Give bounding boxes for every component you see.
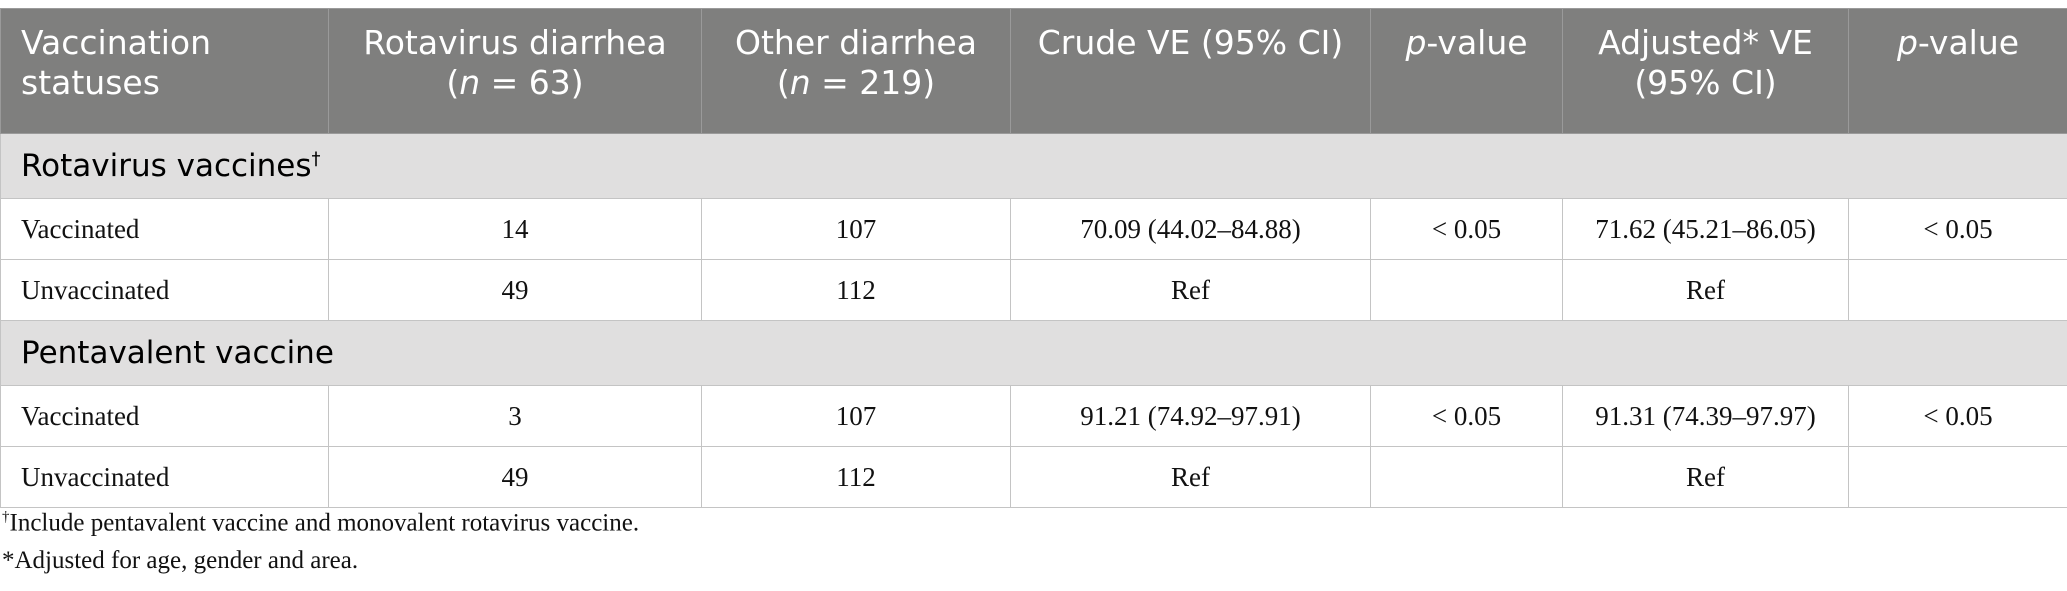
header-cell: Vaccination statuses [0,8,329,134]
footnote-text: Include pentavalent vaccine and monovale… [9,509,640,537]
table-cell: 49 [328,446,702,508]
cell-text: 107 [835,213,877,244]
footnote: †Include pentavalent vaccine and monoval… [2,509,639,537]
header-text: Other diarrhea [735,23,977,62]
cell-text: Ref [1171,274,1210,305]
footnote-text: *Adjusted for age, gender and area. [2,547,359,574]
table-cell: 71.62 (45.21–86.05) [1562,198,1849,260]
section-title: Rotavirus vaccines [21,148,312,184]
table-cell: Vaccinated [0,198,329,260]
cell-text: Vaccinated [21,213,140,244]
cell-text: 112 [836,274,876,305]
table-body: Rotavirus vaccines† Vaccinated 14 107 70.09 … [0,133,2067,508]
table-cell: 91.31 (74.39–97.97) [1562,385,1849,447]
table-cell: < 0.05 [1370,198,1563,260]
cell-text: Vaccinated [21,400,140,431]
cell-text: 49 [501,461,529,492]
header-text: Vaccination statuses [21,23,212,102]
header-text: = 63) [480,63,584,102]
data-row: Vaccinated 3 107 91.21 (74.92–97.91) < 0.05 9… [0,385,2067,447]
table-cell: 112 [701,446,1011,508]
table-cell: 49 [328,259,702,321]
table-cell: 107 [701,198,1011,260]
table-cell: Vaccinated [0,385,329,447]
table-cell: Unvaccinated [0,259,329,321]
table-cell: < 0.05 [1370,385,1563,447]
cell-text: 71.62 (45.21–86.05) [1595,213,1816,244]
cell-text: 70.09 (44.02–84.88) [1080,213,1301,244]
table-cell [1370,259,1563,321]
table-cell: < 0.05 [1848,385,2067,447]
cell-text: Ref [1171,461,1210,492]
data-row: Unvaccinated 49 112 Ref Ref [0,259,2067,321]
table-cell [1848,446,2067,508]
header-text: = 219) [810,63,936,102]
header-cell: p-value [1848,8,2067,134]
cell-text: 91.21 (74.92–97.91) [1080,400,1301,431]
header-text: -value [1426,23,1528,62]
table-cell: 3 [328,385,702,447]
table-cell: Unvaccinated [0,446,329,508]
cell-text: < 0.05 [1431,400,1502,431]
section-row: Rotavirus vaccines† [0,133,2067,199]
header-text: Crude VE (95% CI) [1037,23,1344,62]
cell-text: 112 [836,461,876,492]
table-cell: 107 [701,385,1011,447]
header-text: n [789,63,811,102]
cell-text: Unvaccinated [21,274,170,305]
cell-text: Ref [1686,274,1725,305]
cell-text: 107 [835,400,877,431]
header-cell: Rotavirus diarrhea (n = 63) [328,8,702,134]
table-cell [1848,259,2067,321]
table-cell: 70.09 (44.02–84.88) [1010,198,1371,260]
header-text: p [1405,23,1427,62]
header-cell: Other diarrhea (n = 219) [701,8,1011,134]
section-cell: Rotavirus vaccines† [0,133,2067,199]
table-cell: < 0.05 [1848,198,2067,260]
header-text: Adjusted* VE (95% CI) [1598,23,1813,102]
table-cell: Ref [1562,446,1849,508]
footnote-mark: † [2,509,10,525]
header-text: p [1896,23,1918,62]
section-row: Pentavalent vaccine [0,320,2067,386]
table-cell: 91.21 (74.92–97.91) [1010,385,1371,447]
cell-text: 14 [501,213,529,244]
header-text: Rotavirus diarrhea [363,23,667,62]
table-cell: 112 [701,259,1011,321]
data-row: Unvaccinated 49 112 Ref Ref [0,446,2067,508]
table-cell: Ref [1010,446,1371,508]
vaccine-table: Vaccination statuses Rotavirus diarrhea(… [0,8,2067,508]
header-cell: Adjusted* VE (95% CI) [1562,8,1849,134]
header-text: -value [1917,23,2020,62]
table-cell: Ref [1562,259,1849,321]
data-row: Vaccinated 14 107 70.09 (44.02–84.88) < 0.05… [0,198,2067,260]
header-cell: Crude VE (95% CI) [1010,8,1371,134]
cell-text: < 0.05 [1923,400,1993,431]
cell-text: 49 [501,274,529,305]
footnote-mark: † [311,148,321,170]
section-cell: Pentavalent vaccine [0,320,2067,386]
table-cell [1370,446,1563,508]
header-text: ( [446,63,460,102]
table-header: Vaccination statuses Rotavirus diarrhea(… [0,8,2067,134]
footnote: *Adjusted for age, gender and area. [2,547,358,575]
cell-text: < 0.05 [1923,213,1993,244]
cell-text: 3 [508,400,522,431]
cell-text: Unvaccinated [21,461,170,492]
cell-text: 91.31 (74.39–97.97) [1595,400,1816,431]
header-text: ( [776,63,790,102]
table-cell: Ref [1010,259,1371,321]
cell-text: Ref [1686,461,1725,492]
header-cell: p-value [1370,8,1563,134]
table-cell: 14 [328,198,702,260]
cell-text: < 0.05 [1431,213,1502,244]
section-title: Pentavalent vaccine [21,335,334,371]
header-text: n [459,63,481,102]
